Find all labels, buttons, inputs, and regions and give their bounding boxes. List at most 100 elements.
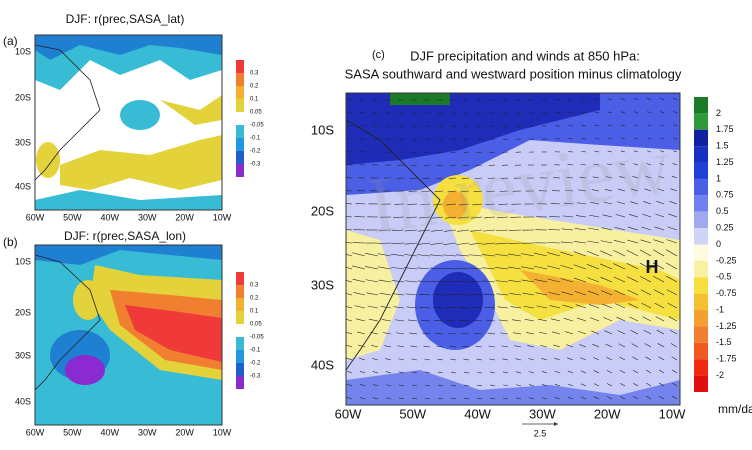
wind-vector (603, 317, 613, 322)
colorbar-box (236, 350, 244, 363)
panel-label: (b) (3, 235, 18, 249)
wind-vector (398, 371, 405, 374)
colorbar-label: -0.1 (250, 348, 261, 354)
wind-vector (462, 345, 470, 348)
wind-vector (502, 397, 509, 400)
wind-vector (398, 397, 405, 400)
colorbar-box (236, 272, 244, 285)
colorbar-c: 2 1.75 1.5 1.25 1 0.75 0.5 0.25 0 -0.25 -0.5 -0.75 -… (694, 97, 737, 392)
wind-vector (472, 203, 483, 206)
wind-vector (438, 397, 444, 400)
wind-vector (575, 215, 587, 218)
wind-vector (346, 357, 353, 361)
wind-vector (642, 213, 652, 218)
wind-vector (352, 278, 366, 283)
wind-vector (600, 263, 613, 270)
colorbar-label: -0.5 (716, 272, 732, 282)
wind-vector (459, 203, 470, 206)
wind-vector (470, 229, 483, 232)
colorbar-box (236, 337, 244, 350)
x-tick-label: 10W (659, 406, 686, 421)
wind-vector (418, 293, 431, 296)
colorbar-box (236, 311, 244, 324)
wind-vector (450, 138, 457, 140)
wind-vector (534, 252, 548, 257)
wind-vector (346, 370, 353, 374)
wind-vector (671, 175, 678, 179)
wind-vector (658, 369, 665, 374)
wind-vector (574, 228, 587, 231)
wind-vector (555, 112, 561, 114)
wind-vector (435, 177, 444, 180)
wind-vector (631, 343, 639, 348)
wind-vector (346, 216, 353, 218)
wind-vector (645, 395, 652, 400)
wind-vector (653, 289, 665, 296)
wind-vector (487, 177, 496, 179)
wind-vector (515, 358, 522, 361)
wind-vector (668, 213, 678, 218)
x-tick-label: 50W (399, 406, 426, 421)
wind-vector (457, 293, 470, 296)
wind-vector (634, 137, 639, 140)
wind-vector (423, 164, 431, 166)
wind-vector (509, 293, 522, 296)
wind-vector (496, 229, 509, 232)
colorbar-label: 0.2 (250, 296, 259, 302)
wind-vector (444, 229, 457, 232)
wind-vector (627, 226, 639, 231)
x-tick-label: 40W (464, 406, 491, 421)
wind-vector (450, 358, 457, 361)
y-tick-label: 40S (311, 357, 334, 372)
wind-vector (580, 98, 587, 101)
colorbar-label: 0.1 (250, 97, 259, 103)
colorbar-box (236, 151, 244, 164)
colorbar-box (694, 211, 708, 229)
wind-vector (435, 332, 444, 335)
wind-vector (606, 383, 613, 387)
wind-vector (473, 190, 483, 193)
wind-vector (560, 251, 574, 257)
colorbar-box (694, 129, 708, 147)
wind-vector (580, 383, 587, 387)
wind-vector (566, 176, 574, 179)
wind-vector (456, 242, 470, 245)
wind-vector (640, 276, 652, 283)
wind-vector (573, 251, 587, 257)
wind-vector (658, 356, 665, 361)
wind-vector (449, 164, 457, 167)
wind-vector (643, 201, 652, 205)
wind-vector (437, 138, 444, 140)
x-tick-label: 20W (175, 212, 194, 222)
wind-vector (489, 151, 496, 153)
colorbar-label: 1.5 (716, 141, 729, 151)
wind-vector (578, 189, 587, 192)
wind-vector (606, 356, 613, 361)
x-tick-label: 10W (213, 427, 232, 437)
wind-vector (535, 292, 548, 296)
colorbar-label: 0.05 (250, 322, 262, 328)
wind-vector (498, 203, 509, 205)
wind-vector (404, 267, 418, 270)
wind-vector (460, 190, 470, 193)
wind-vector (581, 111, 587, 114)
wind-vector (372, 371, 379, 374)
wind-vector (619, 356, 626, 361)
wind-vector (620, 150, 626, 153)
wind-vector (659, 97, 665, 101)
wind-vector (607, 137, 613, 140)
colorbar-label: 1 (716, 173, 721, 183)
wind-vector (392, 229, 405, 231)
wind-vector (600, 240, 613, 244)
colorbar-box (236, 164, 244, 177)
wind-vector (365, 266, 379, 270)
wind-vector (621, 124, 626, 127)
colorbar-label: -1.25 (716, 321, 737, 331)
x-tick-label: 10W (213, 212, 232, 222)
wind-vector (385, 358, 392, 361)
wind-vector (508, 266, 522, 270)
panel-label: (c) (372, 49, 385, 61)
wind-vector (613, 250, 626, 257)
colorbar-box (694, 375, 708, 392)
wind-vector (520, 253, 535, 257)
